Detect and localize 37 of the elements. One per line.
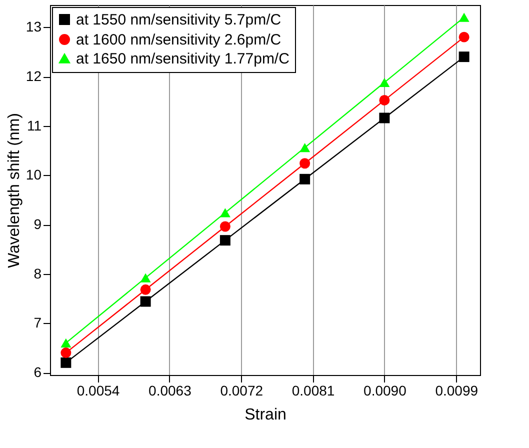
y-tick-label: 11	[26, 117, 42, 134]
point	[458, 12, 470, 22]
point	[60, 357, 72, 368]
point	[458, 52, 470, 62]
point	[379, 78, 390, 87]
point	[140, 273, 151, 282]
y-tick-label: 9	[34, 216, 42, 232]
point	[140, 284, 151, 295]
y-tick-label: 8	[34, 265, 42, 282]
point	[220, 235, 230, 246]
x-tick-label: 0.0063	[148, 382, 192, 398]
point	[60, 338, 72, 348]
point	[220, 208, 230, 218]
legend-label: at 1600 nm/sensitivity 2.6pm/C	[76, 32, 282, 48]
y-tick-label: 13	[26, 18, 42, 35]
point	[60, 348, 72, 358]
point	[379, 94, 390, 106]
y-tick-label: 10	[26, 166, 42, 183]
point	[140, 296, 151, 307]
y-tick-label: 12	[26, 68, 42, 84]
point	[300, 174, 310, 184]
x-tick-label: 0.0072	[220, 382, 264, 398]
point	[300, 158, 310, 169]
x-tick-label: 0.0081	[292, 382, 335, 398]
point	[379, 112, 390, 124]
x-tick-label: 0.0054	[76, 382, 120, 398]
x-axis-title: Strain	[244, 406, 286, 424]
x-tick-label: 0.0099	[435, 382, 478, 398]
point	[458, 32, 470, 42]
y-tick-label: 7	[34, 314, 42, 331]
point	[220, 221, 230, 232]
legend-label: at 1550 nm/sensitivity 5.7pm/C	[76, 12, 282, 28]
y-axis-title: Wavelength shift (nm)	[6, 112, 23, 268]
legend-label: at 1650 nm/sensitivity 1.77pm/C	[76, 50, 290, 68]
x-tick-label: 0.0090	[364, 382, 407, 398]
point	[300, 143, 310, 152]
y-tick-label: 6	[34, 364, 42, 380]
